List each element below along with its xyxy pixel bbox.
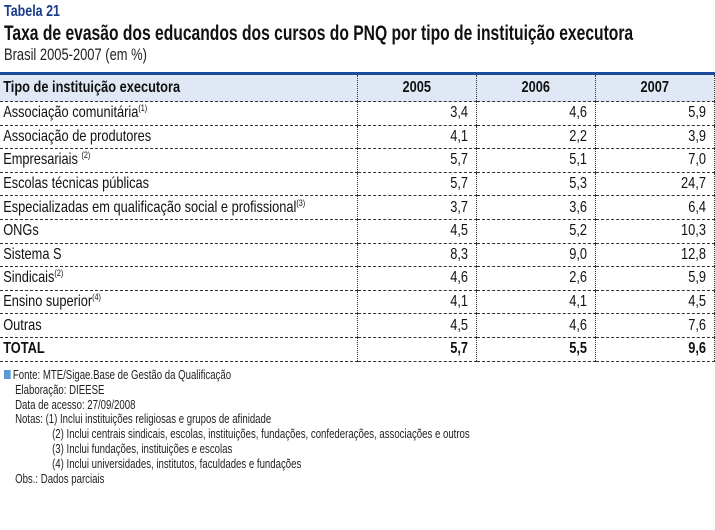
institution-name: Especializadas em qualificação social e … (3, 198, 297, 216)
table-row: Ensino superior(4) 4,1 4,1 4,5 (0, 290, 715, 315)
value-cell-2005: 4,5 (356, 219, 476, 244)
value-cell-2005: 3,4 (356, 101, 476, 126)
note-2-line: (2) Inclui centrais sindicais, escolas, … (52, 426, 470, 442)
value-cell-2006: 5,5 (475, 337, 595, 362)
column-header-2006: 2006 (475, 72, 595, 102)
footnote-ref: (4) (92, 292, 101, 303)
institution-name: Escolas técnicas públicas (3, 175, 150, 193)
value-cell-2007: 4,5 (594, 290, 715, 315)
value-cell-2007: 10,3 (594, 219, 715, 244)
table-row: Associação comunitária(1) 3,4 4,6 5,9 (0, 101, 715, 126)
value-cell-2005: 4,6 (356, 266, 476, 291)
value-cell-2006: 5,3 (475, 172, 595, 197)
value-cell-2006: 4,6 (475, 101, 595, 126)
value-cell-2006: 4,6 (475, 313, 595, 338)
table-row: ONGs 4,5 5,2 10,3 (0, 219, 715, 244)
value-cell-2006: 5,1 (475, 148, 595, 173)
table-row: Empresariais (2) 5,7 5,1 7,0 (0, 148, 715, 173)
institution-cell: Escolas técnicas públicas (0, 172, 357, 197)
institution-cell: Ensino superior(4) (0, 290, 357, 315)
elaboration-line: Elaboração: DIEESE (15, 381, 105, 397)
note-1-line: Notas: (1) Inclui instituições religiosa… (15, 411, 272, 427)
value-cell-2007: 5,9 (594, 101, 715, 126)
table-header-row: Tipo de instituição executora 2005 2006 … (0, 72, 715, 102)
institution-name: TOTAL (3, 340, 45, 358)
value-cell-2005: 5,7 (356, 172, 476, 197)
footnote-ref: (2) (81, 150, 91, 161)
table-row: Outras 4,5 4,6 7,6 (0, 313, 715, 338)
institution-cell: Outras (0, 313, 357, 338)
value-cell-2005: 8,3 (356, 243, 476, 268)
institution-cell: Associação comunitária(1) (0, 101, 357, 126)
value-cell-2007: 3,9 (594, 125, 715, 150)
access-date-line: Data de acesso: 27/09/2008 (15, 396, 136, 412)
value-cell-2007: 24,7 (594, 172, 715, 197)
value-cell-2007: 6,4 (594, 195, 715, 220)
value-cell-2005: 4,1 (356, 125, 476, 150)
table-row: Especializadas em qualificação social e … (0, 195, 715, 220)
institution-name: Ensino superior (3, 293, 93, 311)
obs-line: Obs.: Dados parciais (15, 470, 105, 486)
value-cell-2007: 7,6 (594, 313, 715, 338)
footnote-ref: (2) (54, 268, 64, 279)
footnote-ref: (3) (296, 197, 306, 208)
value-cell-2005: 5,7 (356, 337, 476, 362)
table-label: Tabela 21 (4, 3, 60, 20)
institution-name: Sindicais (3, 269, 55, 287)
institution-name: Empresariais (3, 151, 82, 169)
column-header-type: Tipo de instituição executora (0, 72, 357, 102)
value-cell-2005: 5,7 (356, 148, 476, 173)
institution-name: Outras (3, 316, 42, 334)
total-row: TOTAL 5,7 5,5 9,6 (0, 337, 715, 362)
table-row: Sistema S 8,3 9,0 12,8 (0, 243, 715, 268)
institution-cell: TOTAL (0, 337, 357, 362)
institution-cell: Empresariais (2) (0, 148, 357, 173)
table-notes: Fonte: MTE/Sigae.Base de Gestão da Quali… (4, 367, 633, 486)
value-cell-2005: 3,7 (356, 195, 476, 220)
value-cell-2006: 4,1 (475, 290, 595, 315)
institution-cell: Sindicais(2) (0, 266, 357, 291)
value-cell-2005: 4,5 (356, 313, 476, 338)
column-header-2005: 2005 (356, 72, 476, 102)
table-row: Sindicais(2) 4,6 2,6 5,9 (0, 266, 715, 291)
note-4-line: (4) Inclui universidades, institutos, fa… (52, 455, 302, 471)
column-header-2007: 2007 (594, 72, 715, 102)
value-cell-2005: 4,1 (356, 290, 476, 315)
note-3-line: (3) Inclui fundações, instituições e esc… (52, 440, 233, 456)
institution-cell: Especializadas em qualificação social e … (0, 195, 357, 220)
institution-cell: ONGs (0, 219, 357, 244)
table-title: Taxa de evasão dos educandos dos cursos … (4, 22, 634, 45)
value-cell-2006: 2,6 (475, 266, 595, 291)
table-row: Associação de produtores 4,1 2,2 3,9 (0, 125, 715, 150)
value-cell-2007: 7,0 (594, 148, 715, 173)
value-cell-2006: 3,6 (475, 195, 595, 220)
value-cell-2007: 9,6 (594, 337, 715, 362)
data-table: Tipo de instituição executora 2005 2006 … (0, 72, 715, 362)
value-cell-2006: 9,0 (475, 243, 595, 268)
value-cell-2007: 5,9 (594, 266, 715, 291)
table-subtitle: Brasil 2005-2007 (em %) (4, 45, 147, 64)
source-line: Fonte: MTE/Sigae.Base de Gestão da Quali… (4, 367, 470, 383)
value-cell-2007: 12,8 (594, 243, 715, 268)
institution-cell: Sistema S (0, 243, 357, 268)
table-row: Escolas técnicas públicas 5,7 5,3 24,7 (0, 172, 715, 197)
source-bullet-icon (4, 370, 11, 379)
institution-name: Associação comunitária (3, 104, 139, 122)
value-cell-2006: 5,2 (475, 219, 595, 244)
institution-cell: Associação de produtores (0, 125, 357, 150)
institution-name: Sistema S (3, 245, 62, 263)
value-cell-2006: 2,2 (475, 125, 595, 150)
institution-name: Associação de produtores (3, 127, 152, 145)
institution-name: ONGs (3, 222, 39, 240)
footnote-ref: (1) (138, 103, 148, 114)
